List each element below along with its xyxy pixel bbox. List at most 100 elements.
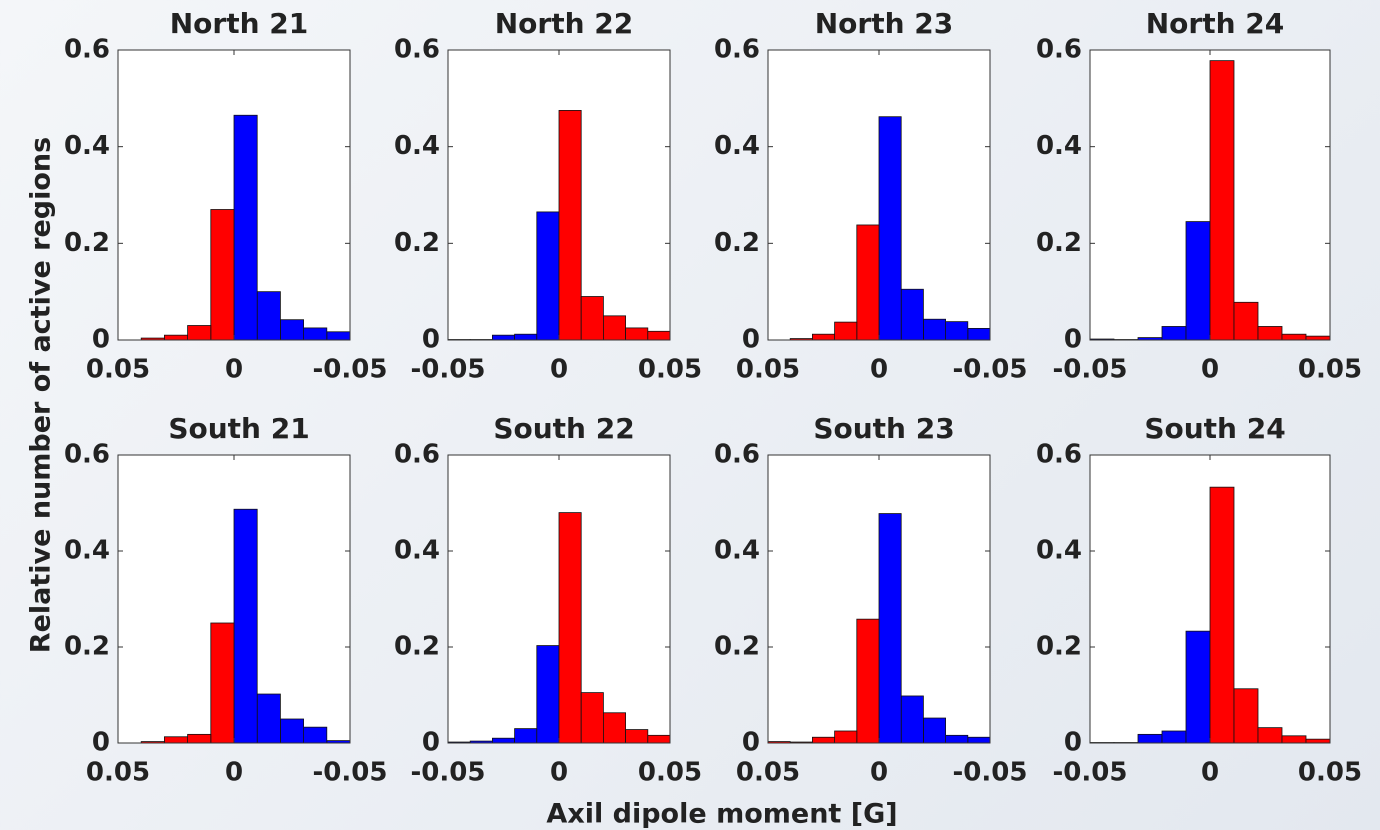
panel-title: South 21 — [168, 412, 309, 445]
bar — [878, 116, 902, 341]
bar — [603, 315, 627, 341]
axes-box — [117, 49, 351, 341]
bar — [900, 695, 924, 744]
bar — [279, 718, 304, 744]
bar — [856, 618, 880, 744]
x-tick-label: -0.05 — [313, 355, 388, 385]
y-tick-label: 0 — [92, 325, 110, 355]
x-tick-label: -0.05 — [411, 355, 486, 385]
axes-box — [1089, 454, 1331, 744]
bar — [967, 736, 991, 744]
bar — [187, 733, 212, 744]
y-tick-label: 0.6 — [394, 35, 440, 65]
x-tick-label: 0.05 — [1298, 355, 1362, 385]
y-tick-label: 0.6 — [64, 440, 110, 470]
axes-box — [767, 49, 991, 341]
bar — [834, 321, 858, 341]
bar — [210, 209, 235, 341]
bar — [1209, 60, 1235, 341]
bar — [514, 728, 538, 744]
panel-title: South 24 — [1144, 412, 1285, 445]
bar — [1209, 486, 1235, 744]
panel-title: North 24 — [1146, 7, 1285, 40]
y-tick-label: 0 — [742, 728, 760, 758]
bar — [1281, 735, 1307, 744]
bar — [326, 331, 351, 341]
bar — [625, 327, 649, 341]
x-tick-label: 0 — [225, 355, 243, 385]
bar — [210, 622, 235, 744]
y-tick-label: 0.4 — [714, 131, 760, 161]
bar — [1185, 630, 1211, 744]
panel-title: South 23 — [813, 412, 954, 445]
y-tick-label: 0.6 — [714, 35, 760, 65]
panel-title: North 22 — [495, 7, 634, 40]
y-tick-label: 0.4 — [1036, 131, 1082, 161]
bar — [279, 319, 304, 341]
bar — [603, 712, 627, 744]
bar — [1137, 733, 1163, 744]
bar — [514, 333, 538, 341]
x-tick-label: 0 — [1201, 355, 1219, 385]
bar — [491, 737, 515, 744]
y-tick-label: 0.4 — [394, 536, 440, 566]
x-tick-label: 0.05 — [638, 355, 702, 385]
y-tick-label: 0 — [92, 728, 110, 758]
axes-box — [767, 454, 991, 744]
bar — [1185, 221, 1211, 341]
panel-title: South 22 — [493, 412, 634, 445]
y-axis-label: Relative number of active regions — [26, 137, 57, 653]
x-tick-label: -0.05 — [1053, 355, 1128, 385]
bar — [233, 114, 258, 341]
y-tick-label: 0.2 — [714, 228, 760, 258]
bar — [945, 321, 969, 341]
y-tick-label: 0.4 — [64, 131, 110, 161]
x-tick-label: 0 — [870, 355, 888, 385]
x-tick-label: -0.05 — [411, 758, 486, 788]
y-tick-label: 0.6 — [64, 35, 110, 65]
x-axis-label: Axil dipole moment [G] — [546, 799, 897, 830]
bar — [536, 645, 560, 744]
x-tick-label: -0.05 — [1053, 758, 1128, 788]
bar — [647, 734, 671, 744]
x-tick-label: 0 — [550, 355, 568, 385]
bar — [923, 318, 947, 341]
x-tick-label: -0.05 — [313, 758, 388, 788]
panel-title: North 21 — [170, 7, 309, 40]
bar — [1257, 727, 1283, 744]
bar — [256, 693, 281, 744]
bar — [303, 726, 328, 744]
x-tick-label: 0.05 — [86, 355, 150, 385]
bar — [163, 736, 188, 744]
bar — [812, 333, 836, 341]
bar — [580, 692, 604, 744]
bar — [1233, 301, 1259, 341]
bar — [1305, 738, 1331, 744]
y-tick-label: 0 — [422, 325, 440, 355]
bar — [834, 730, 858, 744]
x-tick-label: -0.05 — [953, 758, 1028, 788]
bar — [491, 334, 515, 341]
y-tick-label: 0.2 — [714, 632, 760, 662]
bar — [580, 296, 604, 341]
bar — [945, 734, 969, 744]
bar — [536, 211, 560, 341]
x-tick-label: 0.05 — [736, 758, 800, 788]
axes-box — [117, 454, 351, 744]
bar — [1161, 730, 1187, 744]
x-tick-label: 0 — [870, 758, 888, 788]
axes-box — [1089, 49, 1331, 341]
x-tick-label: 0.05 — [1298, 758, 1362, 788]
y-tick-label: 0.2 — [1036, 228, 1082, 258]
bar — [1161, 326, 1187, 341]
bar — [856, 224, 880, 341]
x-tick-label: 0.05 — [638, 758, 702, 788]
y-tick-label: 0.4 — [394, 131, 440, 161]
